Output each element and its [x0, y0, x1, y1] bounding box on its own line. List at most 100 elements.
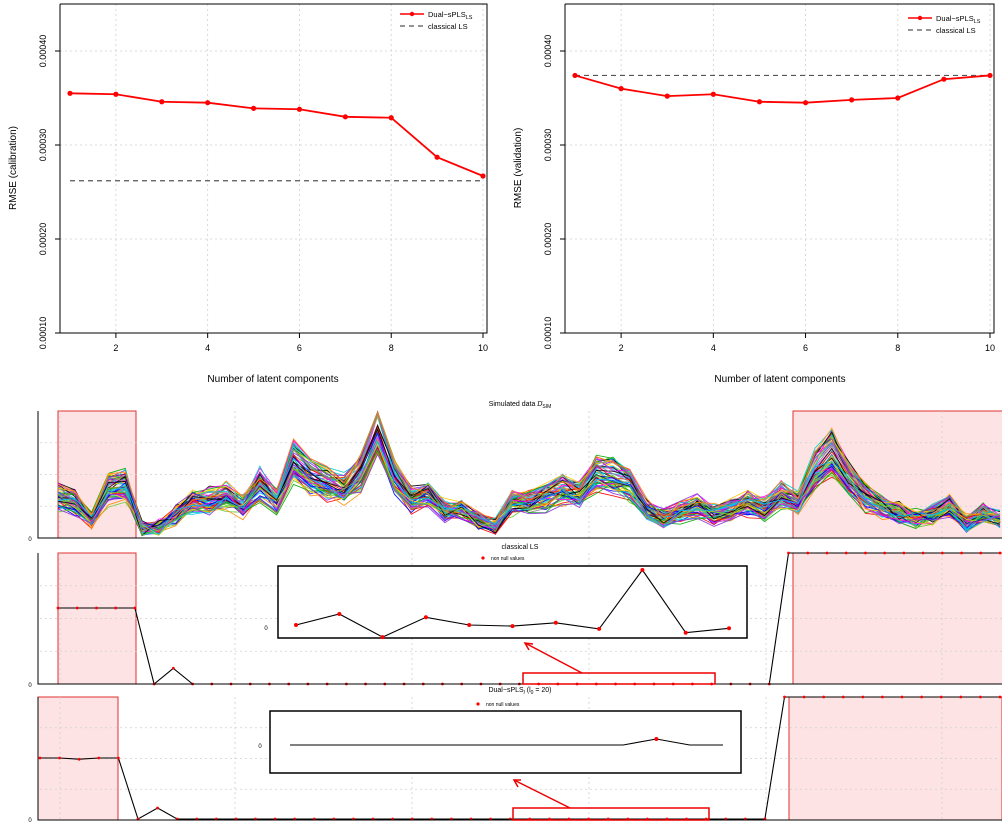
coefficient-point — [806, 551, 810, 555]
dual-spls-inset-line — [290, 738, 723, 746]
inset-point — [294, 623, 298, 627]
calibration-y-axis-label: RMSE (calibration) — [8, 126, 19, 210]
spectrum-line — [57, 445, 1001, 534]
dual-spls-inset-panel — [269, 710, 742, 774]
coefficient-point — [38, 756, 42, 760]
y-tick-label: 0.00040 — [38, 35, 48, 68]
validation-dual-spls-line — [574, 74, 991, 104]
x-tick-label: 10 — [478, 343, 488, 353]
classical-ls-y-tick-zero: 0 — [28, 683, 32, 689]
coefficient-point — [979, 695, 982, 699]
data-point — [342, 114, 348, 120]
validation-rmse-plot: 2 4 6 8 10 0.00010 0.00020 0.00030 0.00040 RMSE … — [513, 3, 995, 385]
simulated-spectra-lines — [57, 410, 1001, 537]
data-point — [388, 115, 394, 121]
y-tick-label: 0.00020 — [38, 223, 48, 256]
calibration-grid — [60, 4, 487, 334]
inset-point — [597, 626, 602, 631]
inset-point — [467, 623, 472, 627]
coefficient-point — [920, 695, 924, 699]
coefficient-point — [940, 551, 944, 555]
x-tick-label: 8 — [895, 343, 900, 353]
classical-ls-zoom-arrow — [524, 642, 583, 674]
coefficient-point — [97, 756, 101, 760]
x-tick-label: 8 — [389, 343, 394, 353]
y-tick-label: 0.00040 — [543, 35, 553, 68]
data-point — [802, 100, 809, 106]
validation-ticks: 2 4 6 8 10 0.00010 0.00020 0.00030 0.00040 — [543, 35, 995, 353]
calibration-ticks: 2 4 6 8 10 0.00010 0.00020 0.00030 0.00040 — [38, 35, 488, 353]
coefficient-point — [939, 695, 943, 699]
coefficient-point — [783, 695, 786, 699]
dual-spls-zoom-arrowhead — [512, 779, 521, 788]
y-tick-label: 0.00010 — [38, 317, 48, 350]
classical-ls-inset-points — [294, 568, 731, 640]
simulated-data-plot: Simulated data DSIM 0 — [28, 401, 1002, 543]
dual-spls-zoom-source-box — [512, 807, 710, 821]
coefficient-point — [861, 695, 865, 699]
inset-point — [654, 737, 659, 741]
legend-dual-spls-marker — [917, 15, 923, 21]
validation-grid — [565, 4, 994, 334]
legend-classical-ls-label: classical LS — [936, 26, 976, 35]
spectrum-line — [57, 440, 1001, 536]
coefficient-point — [787, 551, 790, 555]
x-tick-label: 6 — [803, 343, 808, 353]
coefficient-point — [902, 551, 906, 555]
calibration-dual-spls-points — [67, 90, 486, 179]
x-tick-label: 10 — [985, 343, 995, 353]
spectrum-line — [57, 410, 1001, 532]
spectrum-line — [57, 453, 1001, 531]
coefficient-point — [56, 606, 60, 610]
y-tick-label: 0.00020 — [543, 223, 553, 256]
data-point — [895, 95, 901, 101]
data-point — [710, 91, 716, 97]
dual-spls-legend-marker — [476, 702, 480, 706]
coefficient-point — [77, 757, 81, 761]
validation-x-axis-label: Number of latent components — [714, 374, 845, 385]
inset-point — [423, 615, 428, 620]
calibration-dual-spls-line — [69, 92, 484, 177]
classical-ls-title: classical LS — [502, 544, 539, 551]
calibration-rmse-plot: 2 4 6 8 10 0.00010 0.00020 0.00030 0.00040 RMSE … — [8, 3, 488, 385]
coefficient-point — [841, 695, 845, 699]
spectrum-line — [57, 412, 1001, 533]
coefficient-point — [883, 551, 887, 555]
calibration-legend: Dual−sPLSLS classical LS — [400, 10, 473, 31]
coefficient-point — [75, 606, 79, 610]
data-point — [756, 99, 763, 105]
data-point — [113, 91, 119, 97]
data-point — [618, 86, 624, 92]
data-point — [572, 72, 578, 79]
inset-point — [553, 620, 558, 625]
data-point — [205, 100, 211, 106]
validation-plot-frame — [564, 3, 995, 334]
data-point — [159, 99, 165, 105]
calibration-x-axis-label: Number of latent components — [207, 374, 338, 385]
spectrum-line — [57, 414, 1001, 534]
x-tick-label: 4 — [711, 343, 716, 353]
coefficient-point — [822, 695, 826, 699]
coefficient-point — [998, 551, 1002, 555]
x-tick-label: 2 — [113, 343, 118, 353]
dual-spls-inset-y-tick-zero: 0 — [258, 744, 262, 750]
dual-spls-title: Dual−sPLSl (l0 = 20) — [488, 687, 551, 696]
dual-spls-coefficients-plot: Dual−sPLSl (l0 = 20) 0 non null values 0 — [28, 687, 1002, 824]
coefficient-point — [116, 756, 120, 760]
dual-spls-zoom-arrow — [513, 779, 571, 809]
coefficient-point — [156, 806, 159, 810]
classical-ls-coefficients-plot: classical LS 0 non null values 0 — [28, 544, 1002, 689]
classical-ls-right-highlight-region — [792, 552, 1002, 685]
coefficient-point — [825, 551, 829, 555]
classical-ls-legend-marker — [481, 556, 485, 560]
validation-y-axis-label: RMSE (validation) — [513, 128, 524, 209]
legend-dual-spls-label: Dual−sPLSLS — [428, 10, 473, 21]
dual-spls-legend-label: non null values — [486, 702, 520, 708]
dual-spls-y-tick-zero: 0 — [28, 818, 32, 824]
coefficient-point — [959, 695, 963, 699]
validation-dual-spls-points — [572, 72, 993, 106]
data-point — [664, 93, 670, 99]
classical-ls-inset-y-tick-zero: 0 — [264, 626, 268, 632]
data-point — [480, 173, 486, 179]
